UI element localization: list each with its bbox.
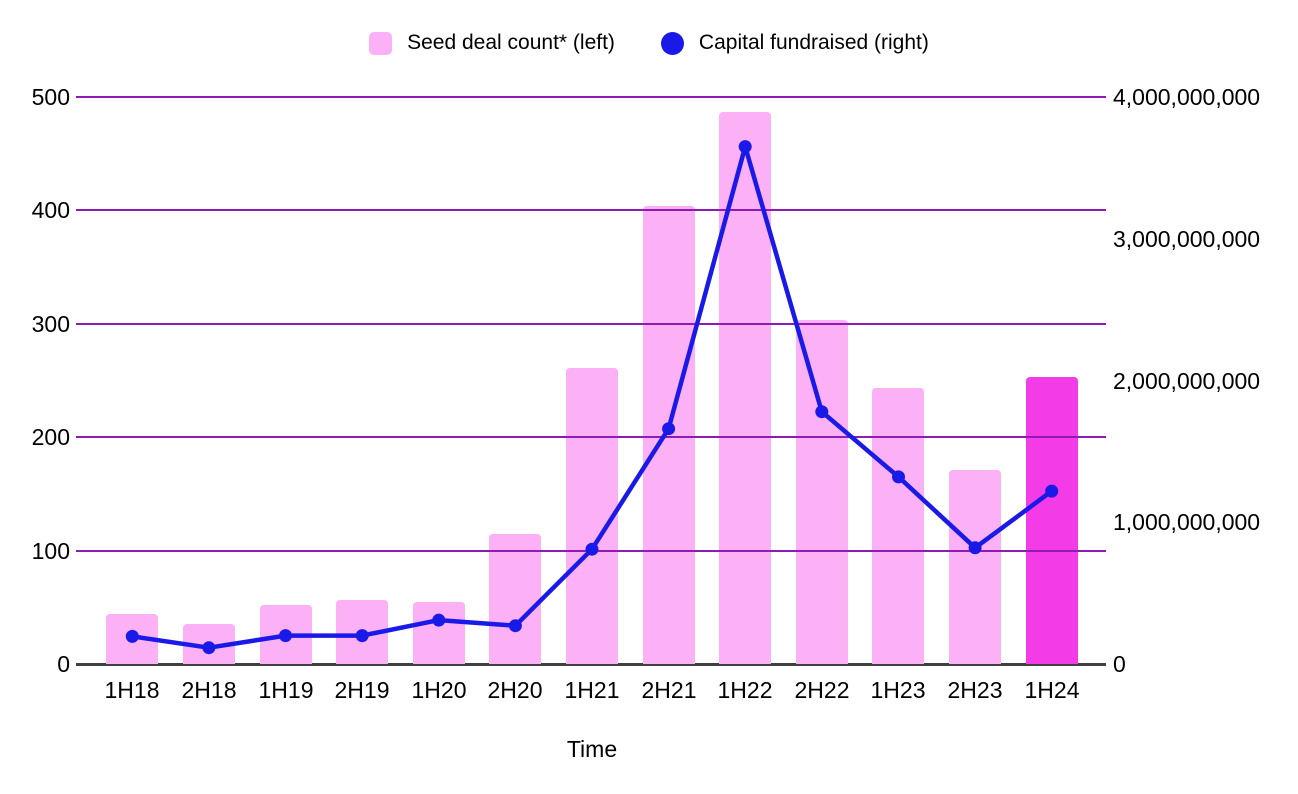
bar-2H22[interactable]	[796, 320, 848, 664]
y-axis-left-tick-400: 400	[31, 197, 70, 223]
x-axis-tick-1H19: 1H19	[258, 677, 314, 703]
x-axis-tick-1H24: 1H24	[1024, 677, 1080, 703]
legend-circle-swatch-icon	[660, 31, 684, 55]
gridline-500	[76, 96, 1106, 98]
chart-legend: Seed deal count* (left) Capital fundrais…	[0, 31, 1298, 55]
bar-1H20[interactable]	[413, 602, 465, 664]
bar-1H18[interactable]	[106, 614, 158, 664]
x-axis-tick-2H23: 2H23	[947, 677, 1003, 703]
x-axis-baseline	[76, 663, 1106, 666]
x-axis-tick-1H21: 1H21	[564, 677, 620, 703]
legend-label-capital-fundraised: Capital fundraised (right)	[698, 31, 929, 54]
legend-item-seed-deal-count[interactable]: Seed deal count* (left)	[369, 31, 615, 55]
bar-1H22[interactable]	[719, 112, 771, 664]
gridline-100	[76, 550, 1106, 552]
y-axis-left-tick-200: 200	[31, 424, 70, 450]
gridline-400	[76, 209, 1106, 211]
legend-square-swatch-icon	[369, 31, 393, 55]
bar-2H23[interactable]	[949, 470, 1001, 664]
gridline-300	[76, 323, 1106, 325]
bar-2H21[interactable]	[643, 206, 695, 664]
bar-2H19[interactable]	[336, 600, 388, 664]
x-axis-tick-2H21: 2H21	[641, 677, 697, 703]
x-axis-title: Time	[566, 736, 618, 762]
x-axis-tick-1H20: 1H20	[411, 677, 467, 703]
y-axis-right-tick-1000000000: 1,000,000,000	[1113, 509, 1261, 535]
x-axis-tick-1H22: 1H22	[717, 677, 773, 703]
gridline-200	[76, 436, 1106, 438]
y-axis-left-tick-0: 0	[57, 651, 70, 677]
x-axis-tick-2H22: 2H22	[794, 677, 850, 703]
x-axis-tick-2H18: 2H18	[181, 677, 237, 703]
bar-1H19[interactable]	[260, 605, 312, 664]
y-axis-left-tick-500: 500	[31, 84, 70, 110]
bar-2H20[interactable]	[489, 534, 541, 664]
y-axis-left-tick-100: 100	[31, 538, 70, 564]
y-axis-right-tick-3000000000: 3,000,000,000	[1113, 226, 1261, 252]
y-axis-right-tick-0: 0	[1113, 651, 1126, 677]
bar-1H21[interactable]	[566, 368, 618, 664]
x-axis-tick-2H20: 2H20	[487, 677, 543, 703]
x-axis-tick-1H18: 1H18	[104, 677, 160, 703]
y-axis-right-tick-4000000000: 4,000,000,000	[1113, 84, 1261, 110]
y-axis-left-tick-300: 300	[31, 311, 70, 337]
bar-1H23[interactable]	[872, 388, 924, 664]
legend-item-capital-fundraised[interactable]: Capital fundraised (right)	[660, 31, 929, 55]
bar-2H18[interactable]	[183, 624, 235, 664]
bar-1H24[interactable]	[1026, 377, 1078, 664]
y-axis-right-tick-2000000000: 2,000,000,000	[1113, 368, 1261, 394]
legend-label-seed-deal-count: Seed deal count* (left)	[407, 31, 615, 54]
x-axis-tick-2H19: 2H19	[334, 677, 390, 703]
x-axis-tick-1H23: 1H23	[870, 677, 926, 703]
